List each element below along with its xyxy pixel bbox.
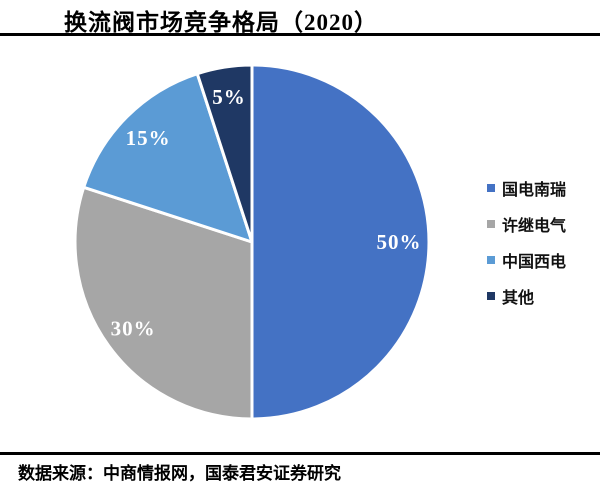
pie-slice-label: 30% xyxy=(111,316,156,340)
chart-title: 换流阀市场竞争格局（2020） xyxy=(64,10,378,35)
title-divider xyxy=(0,33,600,36)
legend-item: 其他 xyxy=(487,278,566,314)
legend-item: 中国西电 xyxy=(487,242,566,278)
data-source: 数据来源：中商情报网，国泰君安证券研究 xyxy=(18,464,341,483)
legend-item: 许继电气 xyxy=(487,206,566,242)
legend-swatch xyxy=(487,292,495,300)
pie-slice-label: 15% xyxy=(126,126,171,150)
legend-swatch xyxy=(487,256,495,264)
legend-item: 国电南瑞 xyxy=(487,170,566,206)
pie-slice-其他 xyxy=(195,63,254,244)
legend-swatch xyxy=(487,184,495,192)
pie-slice-label: 50% xyxy=(377,230,422,254)
legend-swatch xyxy=(487,220,495,228)
legend-label: 中国西电 xyxy=(502,254,567,271)
legend-label: 许继电气 xyxy=(502,218,567,235)
legend-label: 其他 xyxy=(502,290,535,307)
legend: 国电南瑞 许继电气 中国西电 其他 xyxy=(487,170,566,314)
pie-slice-label: 5% xyxy=(212,85,246,109)
pie-slice-许继电气 xyxy=(73,185,254,421)
legend-label: 国电南瑞 xyxy=(502,182,567,199)
footer-divider xyxy=(0,452,600,455)
pie-slice-国电南瑞 xyxy=(250,63,431,421)
